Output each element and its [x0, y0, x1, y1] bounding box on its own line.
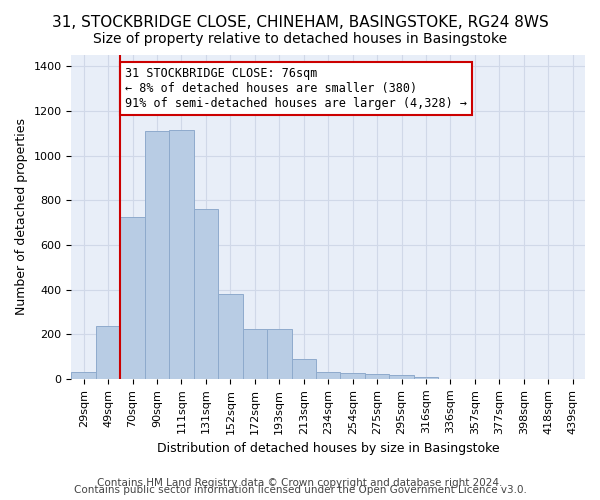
- Bar: [145, 131, 169, 379]
- Bar: [267, 328, 292, 379]
- Bar: [194, 209, 218, 379]
- Bar: [414, 376, 438, 379]
- Bar: [121, 217, 145, 379]
- Text: Size of property relative to detached houses in Basingstoke: Size of property relative to detached ho…: [93, 32, 507, 46]
- X-axis label: Distribution of detached houses by size in Basingstoke: Distribution of detached houses by size …: [157, 442, 500, 455]
- Bar: [71, 372, 96, 379]
- Bar: [169, 130, 194, 379]
- Text: 31 STOCKBRIDGE CLOSE: 76sqm
← 8% of detached houses are smaller (380)
91% of sem: 31 STOCKBRIDGE CLOSE: 76sqm ← 8% of deta…: [125, 67, 467, 110]
- Bar: [96, 326, 121, 379]
- Bar: [242, 328, 267, 379]
- Bar: [292, 359, 316, 379]
- Text: Contains HM Land Registry data © Crown copyright and database right 2024.: Contains HM Land Registry data © Crown c…: [97, 478, 503, 488]
- Text: Contains public sector information licensed under the Open Government Licence v3: Contains public sector information licen…: [74, 485, 526, 495]
- Bar: [340, 374, 365, 379]
- Text: 31, STOCKBRIDGE CLOSE, CHINEHAM, BASINGSTOKE, RG24 8WS: 31, STOCKBRIDGE CLOSE, CHINEHAM, BASINGS…: [52, 15, 548, 30]
- Bar: [389, 376, 414, 379]
- Y-axis label: Number of detached properties: Number of detached properties: [15, 118, 28, 316]
- Bar: [316, 372, 340, 379]
- Bar: [365, 374, 389, 379]
- Bar: [218, 294, 242, 379]
